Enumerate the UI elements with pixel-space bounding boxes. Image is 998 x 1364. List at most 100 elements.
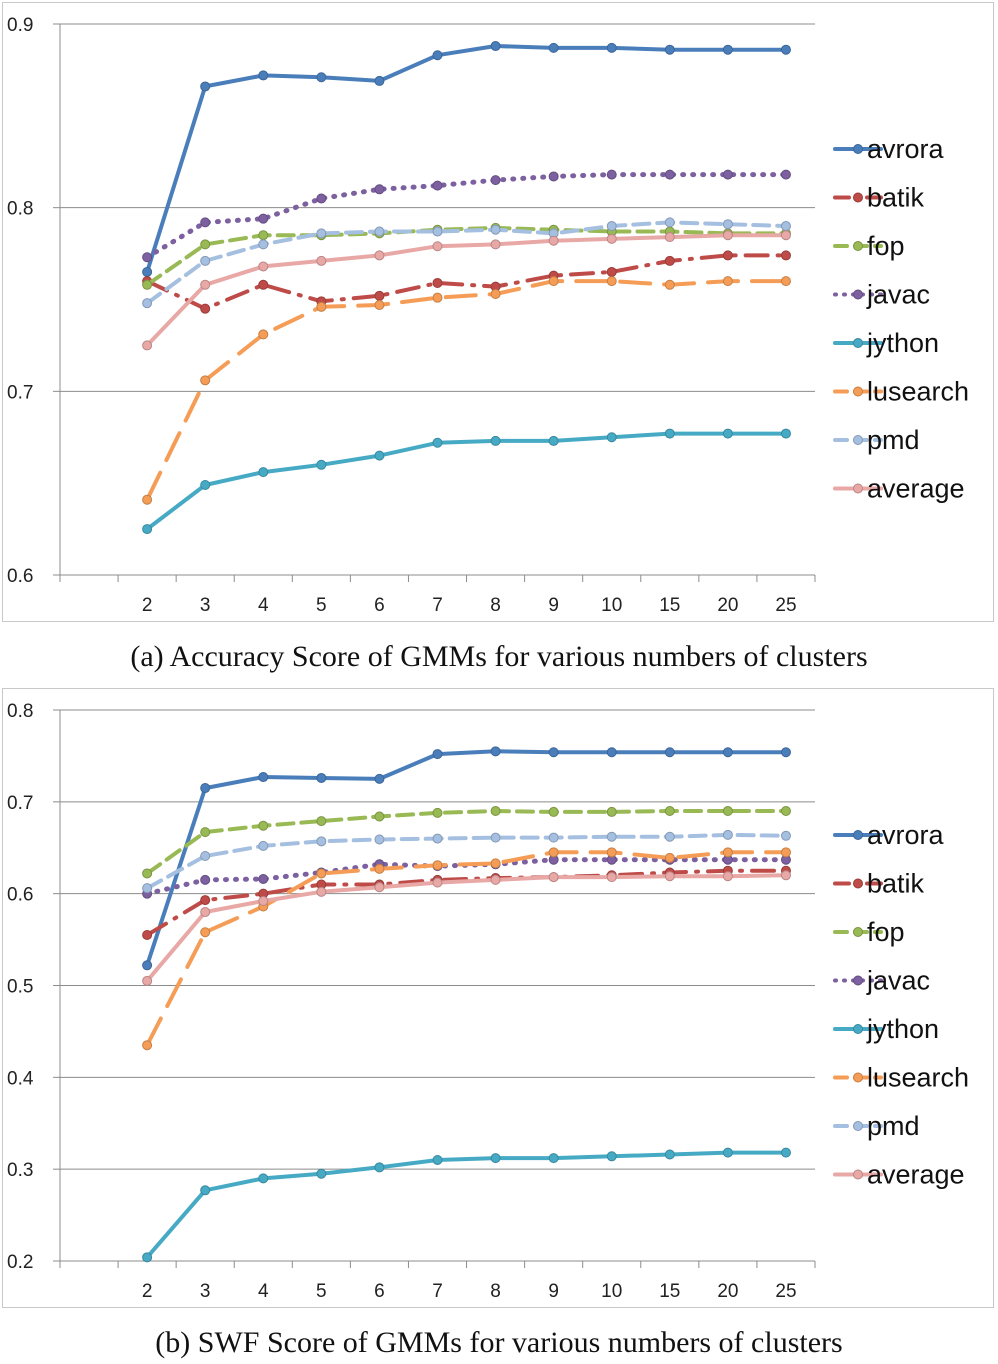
data-point-avrora <box>200 81 211 92</box>
data-point-lusearch <box>316 301 327 312</box>
data-point-fop <box>606 806 617 817</box>
data-point-pmd <box>490 832 501 843</box>
data-point-pmd <box>142 298 153 309</box>
legend-entry-pmd: pmd <box>833 1111 920 1141</box>
series-line-batik <box>145 868 788 937</box>
legend-marker <box>853 435 863 445</box>
data-point-pmd <box>606 831 617 842</box>
chart-panel-swf: 0.2 0.3 0.4 0.5 0.6 0.7 0.8 2 3 4 5 6 7 8 9 10 15 20 25 avr… <box>2 688 994 1308</box>
x-tick-label: 20 <box>717 595 738 616</box>
data-point-jython <box>722 428 733 439</box>
series-line-pmd <box>145 220 788 306</box>
legend-entry-average: average <box>833 474 965 504</box>
data-point-avrora <box>780 747 791 758</box>
legend-marker <box>853 927 863 937</box>
series-line-fop <box>145 225 788 287</box>
data-point-avrora <box>548 747 559 758</box>
data-point-javac <box>722 169 733 180</box>
data-point-average <box>316 886 327 897</box>
data-point-jython <box>780 428 791 439</box>
series-line-lusearch <box>145 850 788 1048</box>
data-point-pmd <box>606 221 617 232</box>
legend-marker <box>853 386 863 397</box>
series-avrora <box>142 41 791 277</box>
data-point-pmd <box>664 217 675 228</box>
data-point-avrora <box>432 50 443 61</box>
data-point-average <box>258 261 269 272</box>
data-point-pmd <box>374 834 385 845</box>
legend-marker <box>853 1169 863 1180</box>
data-point-fop <box>664 806 675 817</box>
legend-marker <box>853 483 863 494</box>
series-line-batik <box>145 253 788 311</box>
y-tick-label: 0.2 <box>7 1252 33 1273</box>
series-fop <box>142 806 791 879</box>
legend-marker <box>853 289 863 300</box>
legend-label: avrora <box>867 134 945 164</box>
data-point-avrora <box>606 747 617 758</box>
data-point-average <box>316 255 327 266</box>
data-point-avrora <box>258 772 269 783</box>
data-point-lusearch <box>780 847 791 858</box>
data-point-jython <box>374 450 385 461</box>
series-line-avrora <box>145 749 788 968</box>
x-tick-label: 15 <box>659 595 680 616</box>
series-line-jython <box>145 431 788 532</box>
data-point-average <box>780 230 791 241</box>
x-tick-label: 3 <box>200 1281 211 1302</box>
data-point-avrora <box>548 42 559 53</box>
data-point-average <box>490 874 501 885</box>
legend-label: batik <box>867 183 925 213</box>
legend-entry-lusearch: lusearch <box>833 377 969 407</box>
x-tick-label: 7 <box>432 1281 443 1302</box>
data-point-lusearch <box>780 276 791 287</box>
y-tick-label: 0.6 <box>7 566 33 587</box>
data-point-average <box>780 870 791 881</box>
data-point-lusearch <box>142 1040 153 1051</box>
data-point-pmd <box>316 836 327 847</box>
x-tick-label: 25 <box>775 595 796 616</box>
data-point-average <box>606 872 617 883</box>
legend-entry-batik: batik <box>833 869 925 899</box>
y-tick-label: 0.5 <box>7 977 33 998</box>
legend-entry-batik: batik <box>833 183 925 213</box>
legend-label: batik <box>867 869 925 899</box>
data-point-jython <box>548 435 559 446</box>
x-tick-label: 4 <box>258 1281 269 1302</box>
y-tick-label: 0.7 <box>7 382 33 403</box>
legend-marker <box>853 144 863 154</box>
data-point-pmd <box>664 831 675 842</box>
swf-chart: 0.2 0.3 0.4 0.5 0.6 0.7 0.8 2 3 4 5 6 7 8 9 10 15 20 25 avr… <box>7 701 969 1302</box>
data-point-jython <box>142 524 153 535</box>
legend-marker <box>853 1024 863 1034</box>
legend-label: pmd <box>867 1111 920 1141</box>
y-tick-label: 0.4 <box>7 1068 34 1089</box>
series-average <box>142 230 791 351</box>
data-point-jython <box>374 1162 385 1173</box>
data-point-average <box>432 877 443 888</box>
series-average <box>142 870 791 986</box>
data-point-batik <box>200 895 211 906</box>
data-point-avrora <box>374 773 385 784</box>
data-point-batik <box>664 255 675 266</box>
legend-entry-jython: jython <box>833 1014 939 1044</box>
legend-label: lusearch <box>867 1063 969 1093</box>
x-tick-label: 10 <box>601 1281 622 1302</box>
data-point-lusearch <box>200 375 211 386</box>
data-point-fop <box>490 806 501 817</box>
y-tick-label: 0.9 <box>7 15 33 36</box>
data-point-avrora <box>316 772 327 783</box>
x-tick-label: 6 <box>374 1281 385 1302</box>
y-tick-label: 0.3 <box>7 1160 33 1181</box>
legend-label: fop <box>867 231 905 261</box>
x-tick-label: 20 <box>717 1281 738 1302</box>
chart-panel-accuracy: 0.6 0.7 0.8 0.9 2 3 4 5 6 7 8 9 10 15 20 25 avrora batik f… <box>2 2 994 622</box>
data-point-average <box>722 230 733 241</box>
data-point-jython <box>258 467 269 478</box>
x-tick-label: 25 <box>775 1281 796 1302</box>
data-point-jython <box>200 1185 211 1196</box>
data-point-jython <box>548 1153 559 1164</box>
x-tick-label: 4 <box>258 595 269 616</box>
data-point-pmd <box>142 883 153 894</box>
data-point-average <box>142 975 153 986</box>
